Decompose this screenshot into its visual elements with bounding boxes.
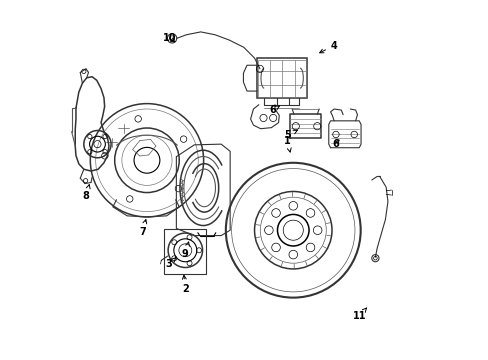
Text: 6: 6 [268, 105, 279, 115]
Bar [257, 58, 306, 98]
Text: 8: 8 [82, 185, 90, 201]
Text: 7: 7 [139, 220, 146, 237]
Bar [164, 229, 206, 274]
Text: 4: 4 [319, 41, 337, 53]
Text: 6: 6 [332, 139, 339, 149]
Text: 11: 11 [352, 308, 366, 321]
Text: 5: 5 [284, 130, 297, 140]
Text: 2: 2 [182, 275, 188, 294]
Bar [258, 59, 305, 97]
Text: 9: 9 [182, 242, 189, 258]
Text: 1: 1 [284, 136, 290, 152]
Text: 3: 3 [165, 258, 175, 269]
Text: 10: 10 [162, 33, 176, 43]
